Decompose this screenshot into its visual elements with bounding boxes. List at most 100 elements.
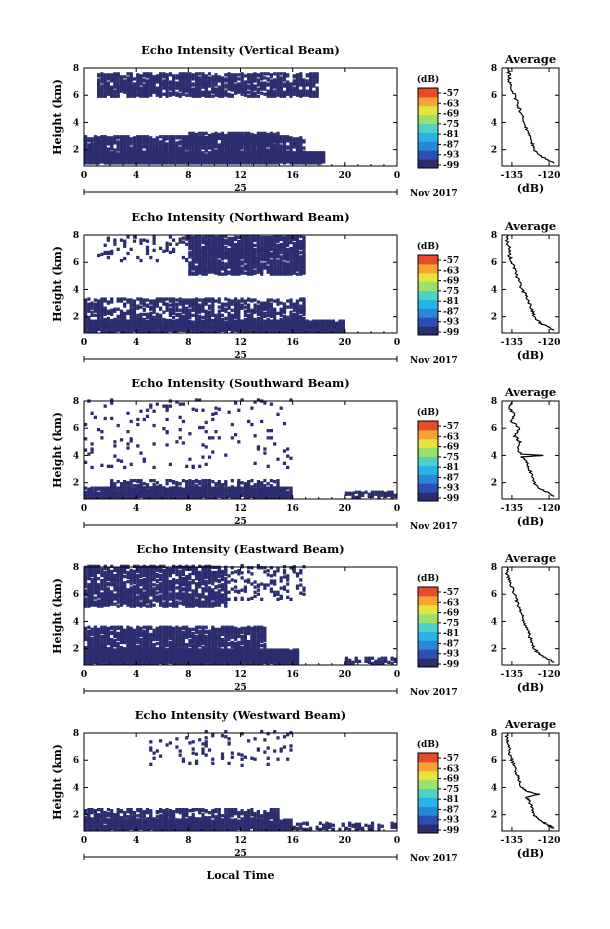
echo-cell (260, 246, 264, 250)
echo-cell (295, 318, 300, 323)
echo-cell (299, 148, 303, 152)
echo-cell (234, 133, 238, 138)
echo-cell (204, 153, 208, 157)
echo-cell (295, 77, 300, 81)
echo-cell (100, 309, 104, 313)
echo-cell (234, 151, 238, 155)
echo-cell (276, 90, 280, 94)
echo-cell (214, 270, 218, 274)
echo-cell (126, 85, 130, 89)
echo-cell (273, 146, 277, 150)
echo-cell (220, 251, 225, 255)
echo-cell (201, 72, 205, 76)
echo-cell (227, 248, 231, 252)
echo-cell (247, 143, 251, 147)
echo-cell (227, 78, 231, 82)
echo-cell (250, 312, 254, 316)
echo-cell (299, 76, 303, 80)
echo-cell (106, 73, 110, 77)
echo-cell (168, 144, 172, 148)
echo-cell (116, 247, 120, 251)
echo-cell (250, 261, 254, 265)
echo-cell (286, 305, 290, 309)
echo-cell (211, 82, 215, 86)
echo-cell (227, 131, 231, 135)
echo-cell (269, 148, 273, 152)
echo-cell (289, 261, 293, 265)
echo-cell (243, 82, 247, 86)
average-y-tick-label: 6 (491, 91, 497, 101)
echo-cell (204, 249, 208, 253)
echo-cell (119, 327, 124, 331)
echo-cell (188, 243, 192, 248)
echo-cell (188, 88, 192, 92)
echo-cell (299, 255, 303, 259)
echo-cell (243, 271, 247, 275)
echo-cell (185, 298, 189, 302)
colorbar-tick-label: -57 (443, 256, 459, 266)
echo-cell (286, 258, 290, 262)
echo-cell (93, 302, 97, 306)
echo-cell (191, 243, 195, 248)
echo-cell (103, 93, 107, 97)
echo-cell (273, 319, 277, 323)
echo-cell (263, 246, 267, 250)
echo-cell (93, 304, 97, 308)
echo-cell (227, 135, 231, 140)
colorbar-segment (418, 141, 438, 151)
echo-cell (142, 303, 146, 307)
echo-cell (302, 297, 306, 301)
panel-1: Echo Intensity (Vertical Beam)0 4 8 12 16 20 0… (51, 43, 560, 199)
echo-cell (204, 259, 208, 263)
echo-cell (106, 81, 110, 85)
echo-cell (286, 251, 290, 255)
echo-cell (269, 271, 273, 275)
echo-cell (201, 90, 205, 94)
echo-cell (237, 268, 241, 272)
y-tick-label: 8 (73, 64, 79, 74)
echo-cell (175, 146, 179, 150)
echo-cell (204, 252, 208, 256)
echo-cell (103, 76, 107, 80)
echo-cell (240, 268, 244, 272)
echo-cell (116, 135, 120, 139)
echo-cell (152, 148, 156, 152)
echo-cell (116, 72, 120, 76)
echo-cell (269, 248, 273, 252)
echo-cell (181, 324, 185, 328)
echo-cell (263, 257, 267, 261)
echo-cell (230, 145, 234, 149)
echo-cell (253, 259, 257, 263)
y-tick-label: 6 (73, 91, 79, 101)
echo-cell (181, 135, 185, 139)
echo-cell (256, 316, 260, 321)
echo-cell (159, 146, 163, 150)
echo-cell (110, 93, 114, 97)
echo-cell (97, 302, 101, 306)
echo-cell (243, 131, 247, 135)
echo-cell (253, 84, 257, 88)
echo-cell (217, 135, 221, 140)
echo-cell (136, 306, 140, 310)
echo-cell (185, 141, 189, 145)
echo-cell (181, 236, 185, 240)
echo-cell (322, 324, 326, 328)
colorbar-tick-label: -99 (443, 161, 459, 171)
echo-cell (145, 72, 150, 76)
echo-cell (292, 302, 296, 306)
echo-cell (165, 84, 169, 88)
echo-cell (220, 302, 225, 306)
echo-cell (106, 236, 110, 240)
echo-cell (100, 319, 104, 323)
echo-cell (282, 306, 287, 310)
echo-cell (230, 239, 234, 244)
echo-cell (175, 302, 179, 306)
echo-cell (227, 316, 231, 321)
echo-cell (152, 82, 156, 86)
echo-cell (145, 93, 150, 97)
echo-cell (230, 93, 234, 97)
echo-cell (243, 247, 247, 251)
echo-cell (234, 311, 238, 315)
echo-cell (263, 304, 267, 308)
